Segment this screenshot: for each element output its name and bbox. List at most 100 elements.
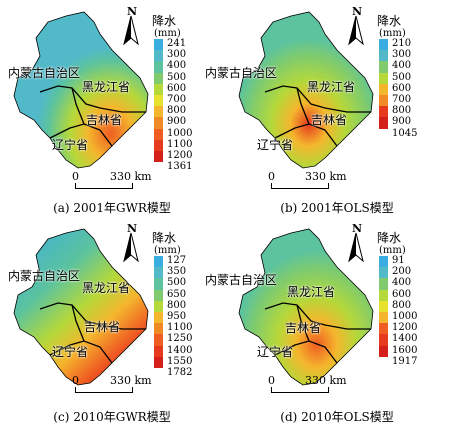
legend-tick-label: 241 (167, 38, 187, 49)
legend-swatch (154, 139, 163, 151)
legend-row: 500 (152, 277, 224, 290)
legend-row: 600 (377, 288, 449, 301)
region-label-jilin: 吉林省 (311, 113, 348, 127)
legend-unit: (mm) (154, 245, 181, 256)
legend-row: 700 (377, 94, 449, 107)
legend-swatch (379, 278, 388, 290)
legend-tick-label: 300 (167, 49, 187, 61)
legend-tick-label: 1045 (392, 127, 418, 139)
legend-swatch (154, 61, 163, 73)
north-label: N (352, 222, 363, 235)
legend-tick-label: 500 (392, 71, 412, 83)
legend-swatch (154, 334, 163, 346)
legend-swatch (154, 150, 163, 163)
province-boundary (296, 87, 310, 125)
legend-tick-label: 600 (392, 288, 412, 300)
legend-tick-label: 600 (167, 82, 187, 94)
legend-tick-label: 800 (167, 105, 187, 117)
legend-swatch (154, 323, 163, 335)
scale-bar (75, 387, 133, 393)
legend-unit: (mm) (379, 245, 406, 256)
region-label-inner-mongolia: 内蒙古自治区 (205, 273, 278, 287)
legend-unit: (mm) (379, 28, 406, 39)
panel-caption: (d) 2010年OLS模型 (280, 410, 394, 424)
northeast-china-outline (13, 11, 149, 169)
province-boundary (39, 302, 146, 330)
region-label-heilongjiang: 黑龙江省 (82, 80, 131, 94)
legend-tick-label: 800 (167, 299, 187, 311)
legend-title: 降水 (377, 14, 402, 28)
legend-swatch (379, 61, 388, 73)
northeast-china-outline (13, 228, 149, 386)
legend-tick-label: 800 (392, 105, 412, 117)
legend-tick-label: 1100 (167, 138, 193, 150)
map-panel-a: 内蒙古自治区 黑龙江省 吉林省 辽宁省 N 降水 (mm) 241 300 400 5… (0, 0, 224, 217)
legend-row: 1361 (152, 161, 224, 173)
north-arrow-icon (123, 232, 139, 263)
panel-caption: (b) 2001年OLS模型 (280, 201, 394, 215)
north-label: N (352, 5, 363, 18)
legend-swatch (154, 94, 163, 107)
region-label-heilongjiang: 黑龙江省 (307, 80, 356, 94)
north-arrow-icon (348, 232, 364, 263)
legend-row: 91 (377, 255, 449, 268)
legend-tick-label: 500 (167, 71, 187, 83)
legend-swatch (379, 39, 388, 51)
legend-swatch (154, 300, 163, 312)
legend-row: 350 (152, 266, 224, 279)
legend-tick-label: 1250 (167, 333, 193, 345)
legend-tick-label: 1000 (167, 127, 193, 139)
legend-row: 650 (152, 289, 224, 301)
region-label-liaoning: 辽宁省 (257, 345, 294, 359)
legend-tick-label: 400 (167, 60, 187, 72)
precipitation-map (238, 11, 374, 169)
legend-swatch (379, 345, 388, 357)
legend-row: 1000 (377, 311, 449, 324)
legend-tick-label: 1200 (392, 322, 418, 334)
region-label-heilongjiang: 黑龙江省 (82, 281, 131, 295)
legend-swatch (154, 311, 163, 324)
province-boundary (71, 87, 85, 125)
legend-tick-label: 400 (392, 60, 412, 72)
legend-row: 200 (377, 266, 449, 279)
region-label-inner-mongolia: 内蒙古自治区 (205, 66, 278, 80)
scale-zero: 0 (72, 374, 79, 387)
legend-tick-label: 800 (392, 299, 412, 311)
legend-tick-label: 127 (167, 255, 187, 266)
legend-row: 1200 (152, 149, 224, 163)
north-label: N (127, 5, 138, 18)
scale-zero: 0 (268, 374, 275, 387)
legend-swatch (154, 256, 163, 268)
legend-row: 1100 (152, 138, 224, 151)
legend: 降水 (mm) 241 300 400 500 600 700 800 900 1000 1100… (152, 15, 224, 173)
region-label-inner-mongolia: 内蒙古自治区 (8, 269, 81, 283)
legend-title: 降水 (377, 231, 402, 245)
legend: 降水 (mm) 210 300 400 500 600 700 800 900 1045 (377, 15, 449, 140)
legend-row: 900 (152, 116, 224, 129)
scale-zero: 0 (268, 170, 275, 183)
legend-tick-label: 210 (392, 38, 412, 49)
northeast-china-outline (238, 11, 374, 169)
legend-swatch (379, 267, 388, 279)
legend-row: 500 (152, 71, 224, 84)
legend-swatch (154, 117, 163, 129)
precipitation-map (13, 228, 149, 386)
legend-row: 800 (377, 299, 449, 312)
legend-row: 800 (152, 105, 224, 118)
legend: 降水 (mm) 127 350 500 650 800 950 1100 1250 1400 15… (152, 232, 224, 379)
legend-scale: 127 350 500 650 800 950 1100 1250 1400 1550 1782 (152, 255, 224, 379)
legend-tick-label: 600 (392, 82, 412, 94)
legend-row: 1400 (152, 345, 224, 357)
legend-swatch (379, 323, 388, 335)
legend-swatch (379, 83, 388, 95)
legend-swatch (154, 83, 163, 95)
legend-swatch (154, 128, 163, 140)
legend-unit: (mm) (154, 28, 181, 39)
region-label-liaoning: 辽宁省 (52, 345, 89, 359)
legend: 降水 (mm) 91 200 400 600 800 1000 1200 1400 1600 19… (377, 232, 449, 368)
legend-tick-label: 900 (167, 116, 187, 128)
legend-row: 800 (152, 299, 224, 312)
legend-row: 400 (377, 277, 449, 290)
legend-tick-label: 1200 (167, 149, 193, 161)
legend-tick-label: 900 (392, 116, 412, 128)
